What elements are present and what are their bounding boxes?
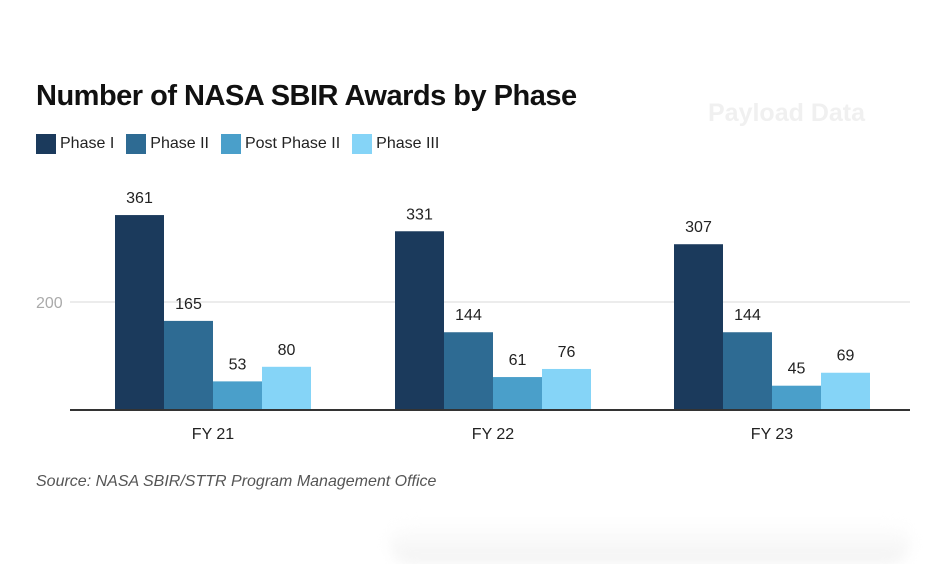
data-label: 144 [455,307,482,324]
bar [723,332,772,410]
bar [395,231,444,410]
data-label: 45 [788,361,806,378]
data-label: 165 [175,296,202,313]
bar [674,244,723,410]
data-label: 76 [558,344,576,361]
data-label: 80 [278,342,296,359]
watermark-logo: Payload Data [708,99,866,127]
bottom-shadow [390,520,910,564]
data-label: 53 [229,356,247,373]
legend-swatch [352,134,373,154]
data-label: 307 [685,219,712,236]
x-tick-label: FY 22 [472,426,515,443]
legend-swatch [36,134,56,154]
x-tick-label: FY 21 [192,426,235,443]
bar [262,366,311,410]
source-note: Source: NASA SBIR/STTR Program Managemen… [36,473,437,490]
legend-item-phase-2: Phase II [126,134,209,154]
data-label: 69 [837,348,855,365]
x-tick-label: FY 23 [751,426,794,443]
legend-label: Phase II [150,135,209,152]
data-label: 61 [509,352,527,369]
bar [542,368,591,410]
data-label: 331 [406,206,433,223]
data-label: 361 [126,190,153,207]
legend: Phase I Phase II Post Phase II Phase III [36,134,439,154]
chart-title: Number of NASA SBIR Awards by Phase [36,80,577,112]
legend-swatch [126,134,147,154]
legend-label: Phase III [376,135,440,152]
legend-item-post-phase-2: Post Phase II [220,134,341,154]
bar [772,385,821,410]
bar [444,332,493,410]
data-label: 144 [734,307,761,324]
legend-label: Phase I [60,135,115,152]
legend-swatch [220,134,241,154]
bar [213,381,262,410]
y-tick-label: 200 [36,295,63,312]
legend-label: Post Phase II [244,135,341,152]
bar [164,320,213,410]
legend-item-phase-3: Phase III [352,134,439,154]
bar [493,377,542,410]
bar [821,372,870,410]
bar [115,215,164,410]
legend-item-phase-1: Phase I [36,134,114,154]
